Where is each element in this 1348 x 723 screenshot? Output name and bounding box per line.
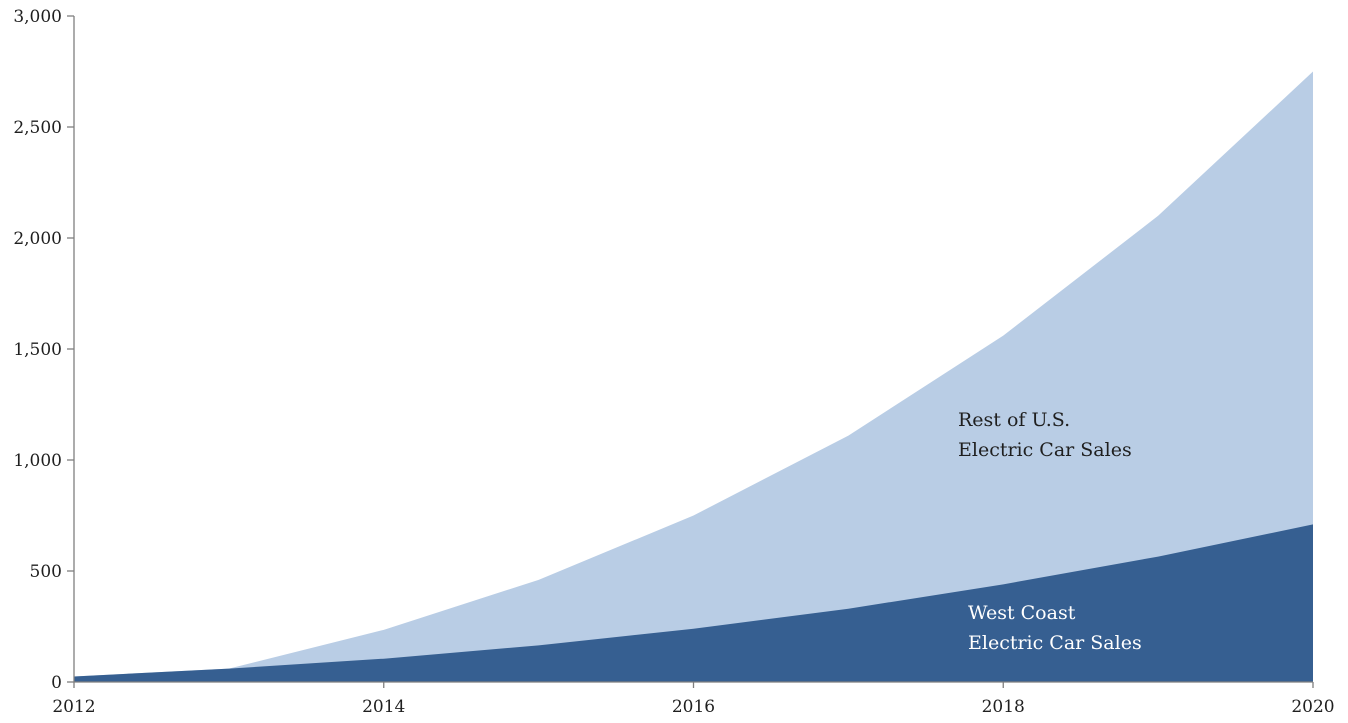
annotation-line: West Coast [968,602,1076,624]
y-tick-label: 1,500 [13,340,62,360]
areas-layer [74,71,1313,682]
axes-layer: 0 500 1,000 1,500 2,000 2,500 3,000 2012 2014 201… [13,7,1334,717]
annotation-line: Electric Car Sales [968,632,1142,654]
annotation-line: Rest of U.S. [958,409,1070,431]
area-west-coast [74,524,1313,682]
y-tick-label: 2,500 [13,118,62,138]
west-coast-label: West Coast Electric Car Sales [968,602,1142,654]
y-tick-label: 2,000 [13,229,62,249]
y-tick-label: 500 [30,562,62,582]
y-tick-label: 0 [51,673,62,693]
x-tick-label: 2018 [982,697,1025,717]
y-tick-label: 3,000 [13,7,62,27]
area-rest-of-us [74,71,1313,682]
x-tick-label: 2014 [362,697,405,717]
x-tick-label: 2020 [1291,697,1334,717]
annotation-line: Electric Car Sales [958,439,1132,461]
x-tick-label: 2012 [52,697,95,717]
rest-of-us-label: Rest of U.S. Electric Car Sales [958,409,1132,461]
y-tick-label: 1,000 [13,451,62,471]
x-tick-label: 2016 [672,697,715,717]
